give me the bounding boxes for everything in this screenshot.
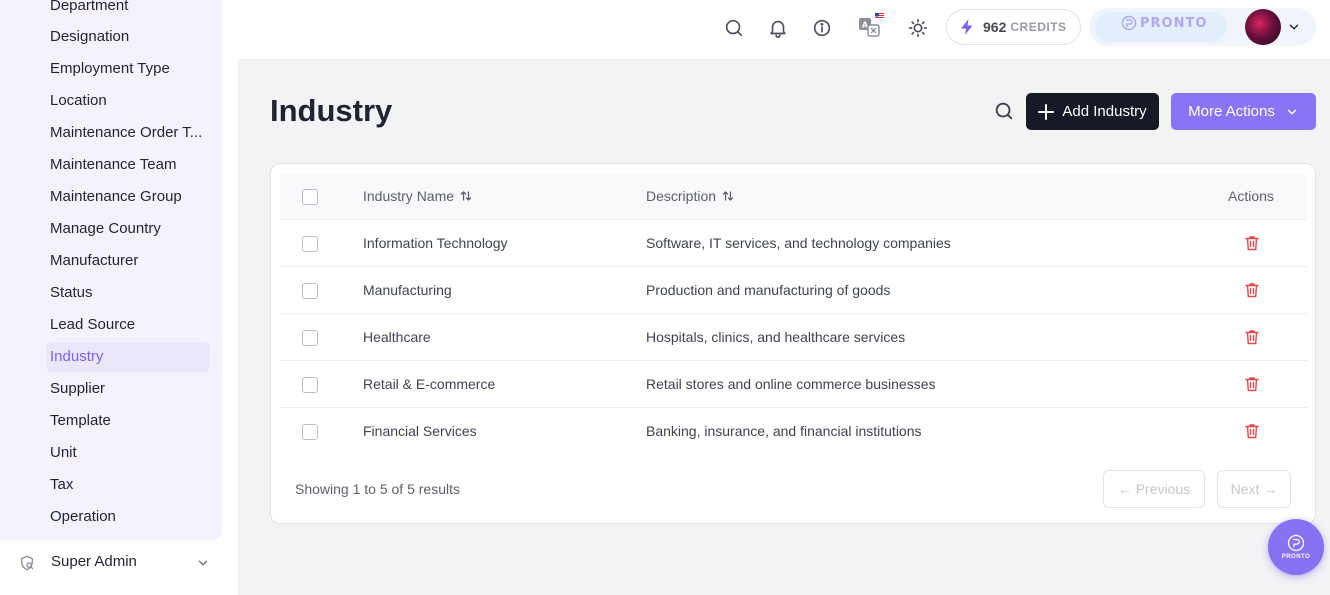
sidebar-menu: Department Designation Employment Type L… <box>0 0 222 540</box>
description-cell: Banking, insurance, and financial instit… <box>646 423 922 439</box>
table-header: Industry Name Description Actions <box>280 174 1307 220</box>
sidebar-item-unit[interactable]: Unit <box>50 444 77 461</box>
column-header-description[interactable]: Description <box>646 188 734 204</box>
sidebar-item-super-admin[interactable]: Super Admin <box>0 545 222 581</box>
trash-icon[interactable] <box>1243 422 1261 440</box>
search-icon[interactable] <box>993 100 1015 122</box>
sidebar: Department Designation Employment Type L… <box>0 0 238 595</box>
industry-name-cell: Information Technology <box>363 235 508 251</box>
add-industry-button[interactable]: Add Industry <box>1026 93 1159 130</box>
table-row[interactable]: Information Technology Software, IT serv… <box>280 220 1307 267</box>
page-title: Industry <box>270 93 393 128</box>
credits-badge[interactable]: 962 CREDITS <box>946 9 1081 45</box>
industry-name-cell: Healthcare <box>363 329 431 345</box>
sort-icon <box>460 191 472 201</box>
pronto-logo-icon <box>1287 534 1305 552</box>
select-all-checkbox[interactable] <box>302 189 318 205</box>
sidebar-item-tax[interactable]: Tax <box>50 476 74 493</box>
credits-label: CREDITS <box>1010 20 1067 34</box>
avatar[interactable] <box>1245 9 1281 45</box>
row-checkbox[interactable] <box>302 377 318 393</box>
table-row[interactable]: Retail & E-commerce Retail stores and on… <box>280 361 1307 408</box>
column-label-industry-name: Industry Name <box>363 188 455 204</box>
pronto-logo-icon <box>1121 15 1137 31</box>
description-cell: Hospitals, clinics, and healthcare servi… <box>646 329 906 345</box>
sidebar-item-manufacturer[interactable]: Manufacturer <box>50 252 139 269</box>
description-cell: Production and manufacturing of goods <box>646 282 891 298</box>
credits-value: 962 <box>983 19 1007 35</box>
plus-icon <box>1038 103 1055 120</box>
sidebar-item-maintenance-team[interactable]: Maintenance Team <box>50 156 177 173</box>
sidebar-item-department[interactable]: Department <box>50 0 129 14</box>
brand-switcher[interactable]: PRONTO <box>1089 8 1316 46</box>
row-checkbox[interactable] <box>302 424 318 440</box>
column-header-actions: Actions <box>1228 188 1274 204</box>
industry-name-cell: Financial Services <box>363 423 477 439</box>
chevron-down-icon[interactable] <box>1287 20 1301 34</box>
description-cell: Software, IT services, and technology co… <box>646 235 951 251</box>
sidebar-item-lead-source[interactable]: Lead Source <box>50 316 136 333</box>
sidebar-item-designation[interactable]: Designation <box>50 28 130 45</box>
sidebar-item-employment-type[interactable]: Employment Type <box>50 60 170 77</box>
sidebar-item-operation[interactable]: Operation <box>50 508 116 525</box>
topbar: A 962 CREDITS PRONTO <box>238 0 1330 59</box>
sidebar-item-supplier[interactable]: Supplier <box>50 380 106 397</box>
pronto-assistant-button[interactable]: PRONTO <box>1268 519 1324 575</box>
trash-icon[interactable] <box>1243 234 1261 252</box>
sidebar-item-manage-country[interactable]: Manage Country <box>50 220 161 237</box>
sidebar-item-location[interactable]: Location <box>50 92 107 109</box>
chevron-down-icon <box>198 560 208 566</box>
trash-icon[interactable] <box>1243 328 1261 346</box>
table-row[interactable]: Manufacturing Production and manufacturi… <box>280 267 1307 314</box>
sidebar-item-template[interactable]: Template <box>50 412 111 429</box>
industry-name-cell: Retail & E-commerce <box>363 376 496 392</box>
results-summary: Showing 1 to 5 of 5 results <box>295 481 460 497</box>
lightning-icon <box>961 19 973 35</box>
info-icon[interactable] <box>811 17 833 39</box>
next-page-button[interactable]: Next → <box>1217 470 1291 508</box>
sort-icon <box>722 191 734 201</box>
search-icon[interactable] <box>723 17 745 39</box>
row-checkbox[interactable] <box>302 283 318 299</box>
trash-icon[interactable] <box>1243 281 1261 299</box>
more-actions-label: More Actions <box>1188 103 1275 120</box>
chevron-down-icon <box>1287 109 1297 114</box>
description-cell: Retail stores and online commerce busine… <box>646 376 936 392</box>
translate-icon[interactable]: A <box>857 12 885 40</box>
svg-text:A: A <box>862 21 869 30</box>
fab-label: PRONTO <box>1281 554 1311 560</box>
column-label-description: Description <box>646 188 717 204</box>
column-label-actions: Actions <box>1228 188 1274 204</box>
table-row[interactable]: Healthcare Hospitals, clinics, and healt… <box>280 314 1307 361</box>
row-checkbox[interactable] <box>302 236 318 252</box>
more-actions-button[interactable]: More Actions <box>1171 93 1316 130</box>
brand-glow <box>1095 12 1227 42</box>
sidebar-item-maintenance-group[interactable]: Maintenance Group <box>50 188 182 205</box>
table-row[interactable]: Financial Services Banking, insurance, a… <box>280 408 1307 455</box>
row-checkbox[interactable] <box>302 330 318 346</box>
sidebar-item-maintenance-order-type[interactable]: Maintenance Order T... <box>50 124 203 141</box>
sidebar-item-status[interactable]: Status <box>50 284 93 301</box>
super-admin-label: Super Admin <box>51 553 137 570</box>
brand-name: PRONTO <box>1140 15 1208 31</box>
column-header-industry-name[interactable]: Industry Name <box>363 188 472 204</box>
bell-icon[interactable] <box>767 17 789 39</box>
sidebar-item-industry[interactable]: Industry <box>46 342 210 372</box>
add-industry-label: Add Industry <box>1062 103 1147 120</box>
user-shield-icon <box>21 555 34 571</box>
industry-table-card: Industry Name Description Actions Inform… <box>270 163 1316 524</box>
pronto-logo: PRONTO <box>1121 15 1207 31</box>
previous-page-button[interactable]: ← Previous <box>1103 470 1205 508</box>
sun-icon[interactable] <box>907 17 929 39</box>
trash-icon[interactable] <box>1243 375 1261 393</box>
industry-name-cell: Manufacturing <box>363 282 452 298</box>
